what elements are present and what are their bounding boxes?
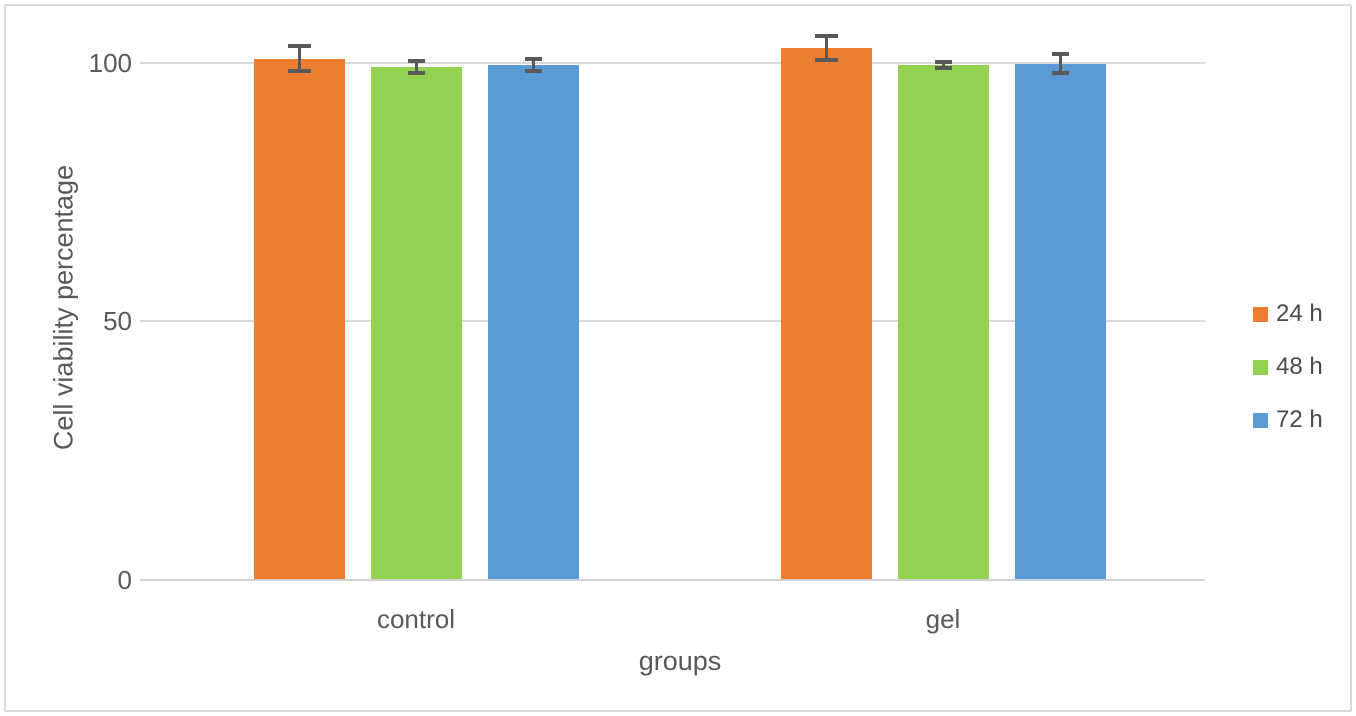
error-bar-segment: [934, 66, 952, 71]
bar-control-48h: [370, 66, 462, 579]
bar-gel-24h: [780, 48, 872, 579]
legend-swatch-icon: [1253, 412, 1268, 428]
y-axis-title: Cell viability percentage: [48, 164, 79, 451]
legend-label: 72 h: [1276, 406, 1323, 433]
y-tick-label-0: 0: [117, 565, 132, 595]
bar-gel-72h: [1014, 63, 1106, 579]
gridline-100: [140, 61, 1205, 64]
legend-item-48h: 48 h: [1253, 355, 1323, 379]
error-bar-segment: [1058, 54, 1062, 74]
legend-swatch-icon: [1253, 306, 1268, 322]
error-bar-segment: [287, 44, 311, 49]
bar-gel-48h: [897, 65, 989, 579]
y-tick-label-50: 50: [103, 306, 132, 337]
error-bar-segment: [287, 68, 311, 73]
gridline-50: [140, 320, 1205, 323]
x-axis-line: [140, 579, 1205, 581]
error-bar-segment: [414, 61, 418, 73]
error-bar-segment: [524, 56, 542, 61]
legend-item-72h: 72 h: [1253, 408, 1323, 432]
category-label-control: control: [376, 604, 456, 634]
bar-control-72h: [487, 64, 579, 579]
legend-label: 24 h: [1276, 300, 1323, 327]
x-axis-title: groups: [638, 646, 722, 676]
legend-label: 48 h: [1276, 353, 1323, 380]
error-bar-segment: [934, 60, 952, 65]
error-bar-segment: [297, 46, 301, 71]
error-bar-segment: [524, 68, 542, 73]
error-bar-segment: [407, 70, 425, 75]
error-bar-segment: [824, 36, 828, 61]
y-tick-label-100: 100: [88, 47, 132, 78]
error-bar-segment: [814, 58, 838, 63]
error-bar-segment: [531, 58, 535, 71]
error-bar-segment: [1051, 52, 1069, 57]
chart-frame-border: [4, 4, 1352, 712]
error-bar-segment: [407, 59, 425, 64]
legend-swatch-icon: [1253, 359, 1268, 375]
error-bar-segment: [941, 62, 945, 69]
error-bar-segment: [814, 34, 838, 39]
legend-item-24h: 24 h: [1253, 302, 1323, 326]
error-bar-segment: [1051, 71, 1069, 76]
bar-control-24h: [253, 58, 345, 579]
category-label-gel: gel: [925, 604, 961, 634]
